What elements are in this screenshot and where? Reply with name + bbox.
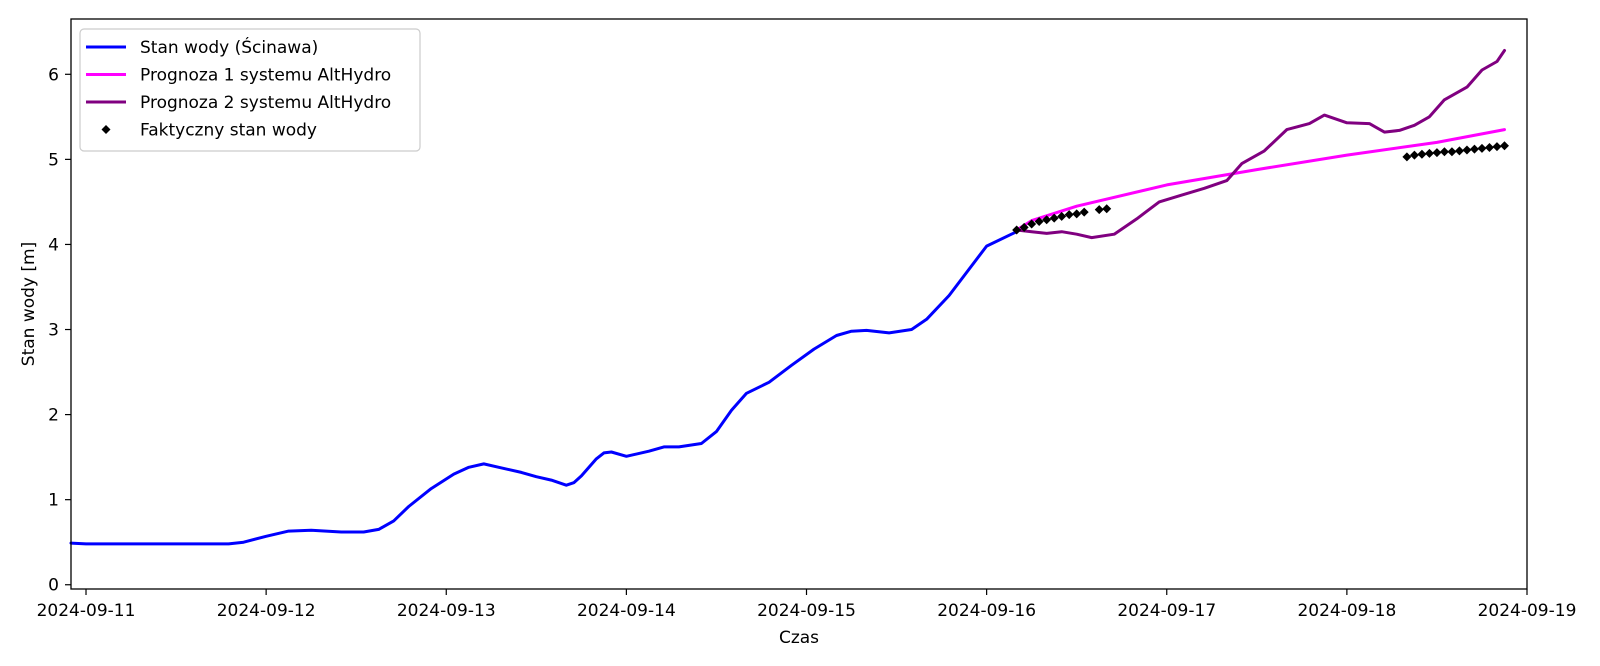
legend-item-stan-wody-scinawa: Stan wody (Ścinawa): [86, 36, 318, 58]
x-tick-label: 2024-09-14: [577, 601, 676, 621]
data-point: [1027, 219, 1037, 229]
y-axis: 0 1 2 3 4 5 6: [48, 65, 71, 596]
legend-item-prognoza-2-systemu-althydro: Prognoza 2 systemu AltHydro: [86, 93, 391, 113]
x-tick-label: 2024-09-19: [1478, 601, 1577, 621]
legend-label: Stan wody (Ścinawa): [140, 36, 318, 58]
x-tick-label: 2024-09-16: [937, 601, 1036, 621]
data-point: [1094, 205, 1104, 215]
series-layer: [69, 49, 1509, 546]
data-point: [1477, 143, 1487, 153]
data-point: [1432, 148, 1442, 158]
data-point: [1402, 152, 1412, 162]
x-tick-label: 2024-09-15: [757, 601, 856, 621]
x-tick-label: 2024-09-18: [1297, 601, 1396, 621]
x-tick-label: 2024-09-12: [217, 601, 316, 621]
legend-item-prognoza-1-systemu-althydro: Prognoza 1 systemu AltHydro: [86, 66, 391, 86]
legend-swatch: [101, 125, 111, 134]
data-point: [1484, 142, 1494, 152]
legend-box: [79, 28, 421, 152]
data-point: [1072, 209, 1082, 219]
y-tick-label: 5: [48, 150, 59, 170]
x-tick-label: 2024-09-11: [37, 601, 136, 621]
y-axis-label: Stan wody [m]: [19, 242, 39, 366]
legend-label: Faktyczny stan wody: [140, 121, 317, 141]
data-point: [1469, 144, 1479, 154]
legend-label: Prognoza 2 systemu AltHydro: [140, 93, 391, 113]
y-tick-label: 3: [48, 321, 59, 341]
data-point: [1424, 148, 1434, 158]
data-point: [1079, 207, 1089, 217]
x-axis: 2024-09-11 2024-09-12 2024-09-13 2024-09-14…: [37, 589, 1577, 621]
plot-frame: [70, 18, 1528, 590]
series-markers-faktyczny-stan-wody: [1012, 141, 1509, 235]
data-point: [1454, 146, 1464, 156]
y-tick-label: 4: [48, 235, 59, 255]
legend-label: Prognoza 1 systemu AltHydro: [140, 66, 391, 86]
y-tick-label: 1: [48, 491, 59, 511]
data-point: [1462, 145, 1472, 155]
data-point: [1019, 222, 1029, 232]
series-line-prognoza-2-systemu-althydro: [1015, 49, 1506, 240]
data-point: [1049, 213, 1059, 223]
data-point: [1042, 215, 1052, 225]
data-point: [1102, 204, 1112, 214]
data-point: [1409, 150, 1419, 160]
series-line-stan-wody-scinawa: [69, 230, 1019, 546]
data-point: [1057, 211, 1067, 221]
data-point: [1034, 216, 1044, 226]
x-tick-label: 2024-09-17: [1117, 601, 1216, 621]
legend-item-faktyczny-stan-wody: Faktyczny stan wody: [101, 121, 317, 141]
data-point: [1447, 147, 1457, 157]
legend: Stan wody (Ścinawa) Prognoza 1 systemu Al…: [79, 28, 421, 152]
data-point: [1492, 142, 1502, 152]
y-tick-label: 0: [48, 576, 59, 596]
data-point: [1499, 141, 1509, 151]
y-tick-label: 2: [48, 406, 59, 426]
y-tick-label: 6: [48, 65, 59, 85]
data-point: [1012, 225, 1022, 235]
data-point: [1417, 149, 1427, 159]
data-point: [1064, 210, 1074, 220]
data-point: [1439, 147, 1449, 157]
x-axis-label: Czas: [779, 628, 819, 648]
x-tick-label: 2024-09-13: [397, 601, 496, 621]
